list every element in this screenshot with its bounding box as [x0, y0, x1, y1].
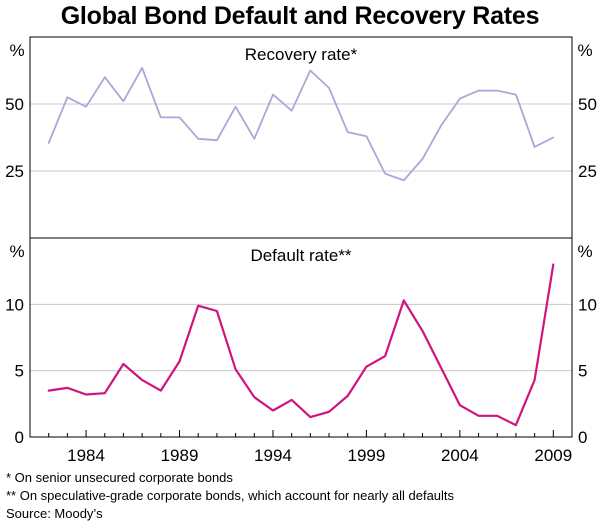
- top-ytick-left-50: 50: [5, 95, 24, 114]
- footnotes: * On senior unsecured corporate bonds **…: [6, 469, 454, 523]
- bottom-ytick-left-10: 10: [5, 295, 24, 314]
- footnote-default: ** On speculative-grade corporate bonds,…: [6, 488, 455, 503]
- bottom-unit-left: %: [9, 242, 24, 261]
- bottom-ytick-right-5: 5: [578, 362, 587, 381]
- footnote-recovery: * On senior unsecured corporate bonds: [6, 470, 233, 485]
- xtick-label-1989: 1989: [161, 446, 199, 465]
- xtick-label-2004: 2004: [441, 446, 479, 465]
- xtick-label-1999: 1999: [347, 446, 385, 465]
- top-unit-left: %: [9, 41, 24, 60]
- bottom-ytick-left-0: 0: [15, 428, 24, 447]
- top-panel-title: Recovery rate*: [245, 45, 358, 64]
- source-note: Source: Moody’s: [6, 506, 103, 521]
- xtick-label-2009: 2009: [534, 446, 572, 465]
- chart-title: Global Bond Default and Recovery Rates: [60, 2, 540, 30]
- top-series-line-0: [47, 66, 555, 182]
- xtick-label-1984: 1984: [67, 446, 105, 465]
- bottom-ytick-left-5: 5: [15, 362, 24, 381]
- top-ytick-right-25: 25: [578, 162, 597, 181]
- bottom-ytick-right-10: 10: [578, 295, 597, 314]
- bottom-panel-title: Default rate**: [250, 246, 351, 265]
- plot-frame: [29, 36, 573, 438]
- top-unit-right: %: [577, 41, 592, 60]
- xtick-label-1994: 1994: [254, 446, 292, 465]
- bottom-ytick-right-0: 0: [578, 428, 587, 447]
- top-ytick-left-25: 25: [5, 162, 24, 181]
- bottom-series-line-0: [47, 263, 555, 427]
- top-ytick-right-50: 50: [578, 95, 597, 114]
- bottom-unit-right: %: [577, 242, 592, 261]
